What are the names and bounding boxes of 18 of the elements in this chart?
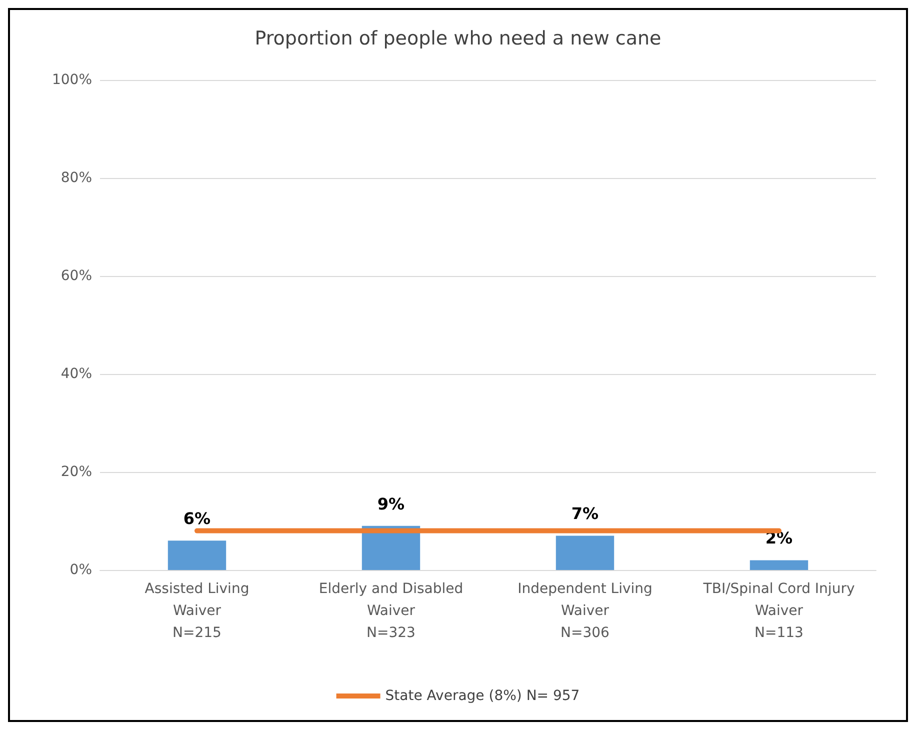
data-label: 6% bbox=[183, 509, 211, 528]
bar bbox=[168, 540, 226, 570]
y-tick-label: 80% bbox=[60, 170, 92, 186]
x-tick-label: Elderly and Disabled Waiver N=323 bbox=[318, 581, 464, 641]
legend-label: State Average (8%) N= 957 bbox=[385, 688, 580, 704]
y-tick-label: 20% bbox=[60, 464, 92, 480]
bar bbox=[556, 536, 614, 570]
y-tick-label: 40% bbox=[60, 366, 92, 382]
data-label: 9% bbox=[377, 494, 405, 514]
chart-title: Proportion of people who need a new cane bbox=[254, 28, 662, 50]
x-tick-label: Assisted Living Waiver N=215 bbox=[144, 581, 250, 641]
data-label: 7% bbox=[571, 504, 599, 524]
x-tick-label: TBI/Spinal Cord Injury Waiver N=113 bbox=[702, 581, 855, 641]
y-tick-label: 0% bbox=[70, 562, 92, 578]
x-tick-label: Independent Living Waiver N=306 bbox=[518, 581, 652, 641]
bar bbox=[750, 560, 808, 570]
y-tick-label: 60% bbox=[60, 268, 92, 284]
y-tick-label: 100% bbox=[52, 72, 92, 88]
